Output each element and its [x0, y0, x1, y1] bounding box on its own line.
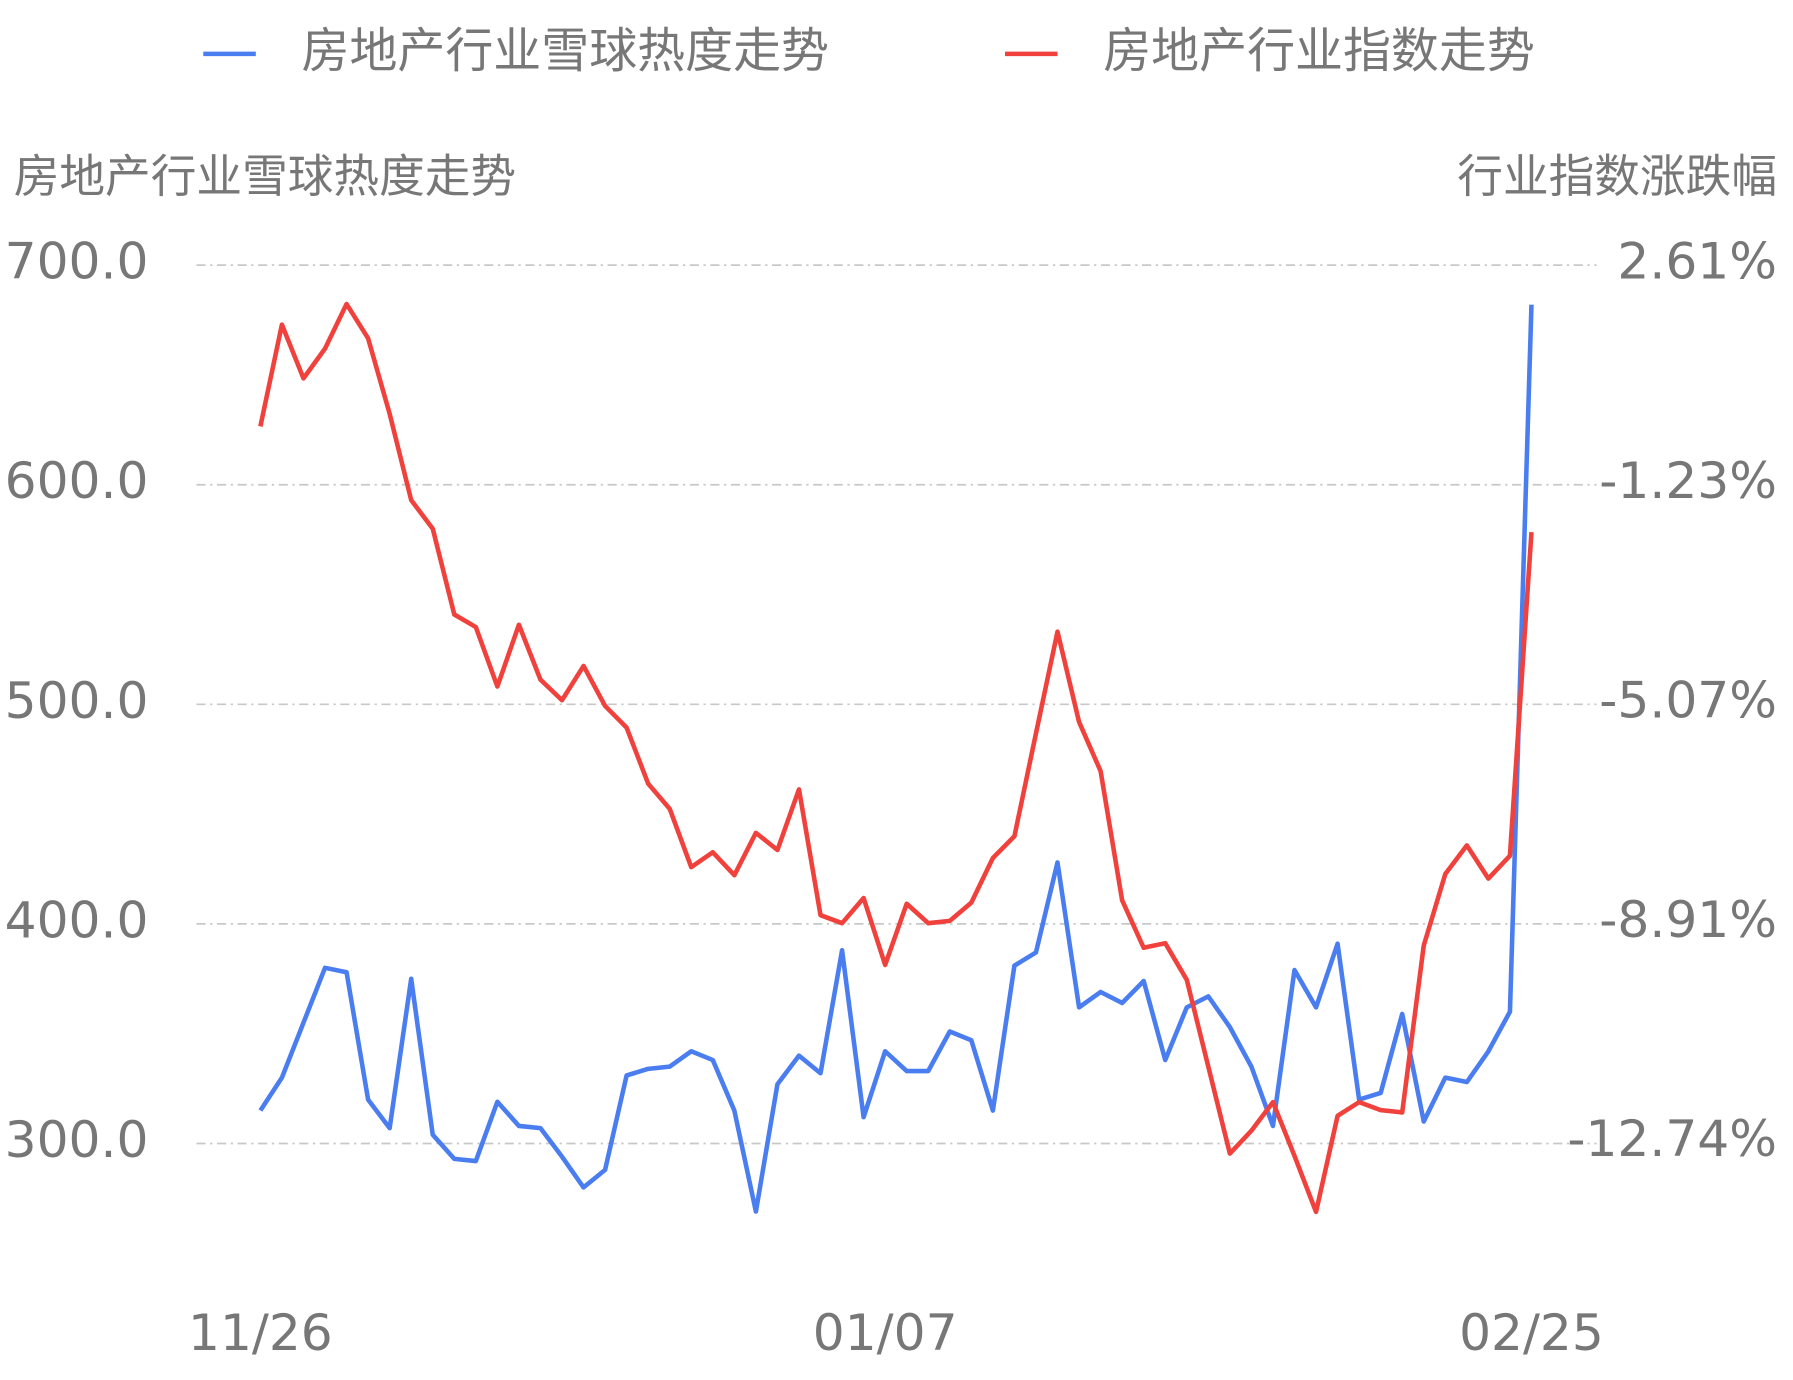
y2-tick-label: -1.23% [1599, 451, 1777, 510]
y2-tick-label: -8.91% [1599, 890, 1777, 949]
y-tick-label: 700.0 [5, 232, 149, 291]
y2-tick-label: 2.61% [1617, 232, 1777, 291]
y-tick-label: 600.0 [5, 451, 149, 510]
y2-axis-title: 行业指数涨跌幅 [1457, 150, 1777, 203]
y2-tick-label: -12.74% [1567, 1109, 1777, 1168]
legend-label: 房地产行业雪球热度走势 [301, 23, 828, 79]
series-line [258, 304, 1534, 1214]
x-tick-label: 11/26 [188, 1303, 333, 1362]
legend-label: 房地产行业指数走势 [1103, 23, 1535, 79]
y2-tick-label: -5.07% [1599, 671, 1777, 730]
series-line [258, 301, 1534, 1215]
y-tick-label: 300.0 [5, 1110, 149, 1169]
x-tick-label: 01/07 [813, 1303, 958, 1362]
y-tick-label: 400.0 [5, 890, 149, 949]
x-tick-label: 02/25 [1459, 1303, 1604, 1362]
y-tick-label: 500.0 [5, 671, 149, 730]
y-axis-title: 房地产行业雪球热度走势 [14, 150, 516, 203]
